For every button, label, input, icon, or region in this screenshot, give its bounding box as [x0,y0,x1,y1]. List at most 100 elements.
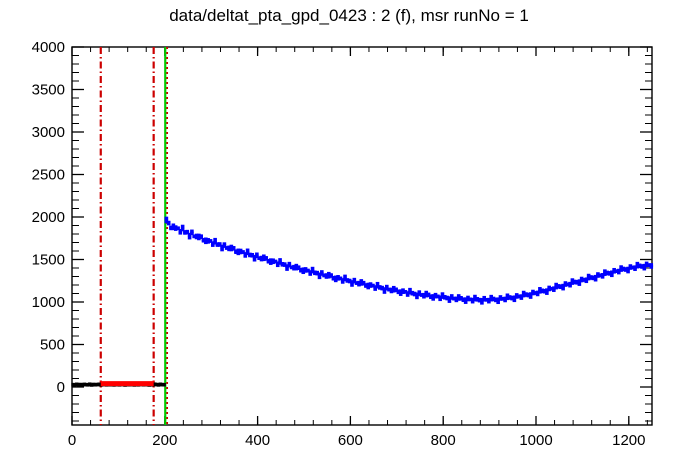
data-point [568,281,572,286]
data-point [480,301,484,305]
data-point [259,255,264,260]
data-point [593,274,598,279]
data-point [489,294,493,299]
data-point [282,263,287,267]
data-point [371,283,375,288]
data-point [301,267,306,272]
data-point [487,299,491,304]
data-point [317,275,322,280]
data-point [415,292,419,297]
data-point [382,287,387,291]
data-point [156,383,161,387]
data-point [556,284,561,288]
data-point [512,295,517,300]
data-point [169,226,173,231]
data-point [75,382,79,387]
data-point [526,293,531,298]
data-point [635,261,640,266]
data-point [187,235,192,240]
data-point [310,266,315,271]
data-point [579,278,584,283]
data-point [433,292,438,297]
data-point [561,286,565,291]
data-point [373,285,377,289]
data-point [480,298,484,302]
data-point [215,242,220,246]
data-point [229,244,234,249]
data-point [496,300,500,305]
data-point [531,289,535,294]
data-point [649,265,654,269]
data-point [575,281,579,285]
data-point [210,241,215,245]
data-point [76,382,81,387]
data-point [343,277,347,282]
data-point [449,296,454,300]
data-point [326,274,331,279]
data-point [82,382,87,387]
data-point [496,297,500,302]
data-point [357,280,361,285]
data-point [503,298,507,303]
data-point [619,265,623,269]
data-point [359,279,364,283]
data-point [333,278,338,283]
data-point [630,265,635,270]
data-point [380,286,384,291]
data-point [173,227,178,231]
data-point [621,266,626,271]
data-point [266,259,271,264]
data-point [238,248,243,253]
data-point [287,263,292,268]
data-point [558,285,563,290]
data-point [389,289,394,294]
data-point [287,261,292,266]
data-point [183,230,187,234]
data-point [331,276,336,281]
data-point [405,291,410,295]
data-point [194,235,199,240]
data-point [80,383,85,387]
data-point [164,216,169,221]
data-point [417,292,422,296]
data-point [236,251,241,256]
y-tick-label: 2500 [32,167,65,184]
data-point [540,288,545,293]
data-point [605,270,609,275]
data-point [452,296,456,301]
data-point [565,282,570,287]
y-tick-label: 500 [40,337,65,354]
data-point [524,292,528,296]
data-point [570,281,575,285]
data-point [447,296,452,300]
data-point [517,294,521,299]
data-point [644,261,649,266]
data-point [644,263,649,268]
data-point [507,295,512,299]
data-point [535,292,540,297]
data-point [310,269,315,274]
data-point [422,292,426,297]
data-point [470,299,475,304]
data-point [521,293,526,298]
data-point [584,279,589,284]
data-point [456,294,461,298]
data-point [628,266,633,270]
data-point [222,244,227,248]
data-point [633,265,637,269]
data-point [340,278,345,282]
data-point [503,296,507,301]
data-point [424,290,429,295]
data-point [498,297,503,301]
data-point [259,257,264,262]
data-point [596,272,600,276]
data-point [206,240,210,244]
y-tick-label: 1000 [32,294,65,311]
data-point [642,263,647,268]
data-point [547,285,551,290]
data-point [210,243,215,247]
data-point [607,272,612,276]
data-point [180,224,185,229]
data-point [554,285,558,290]
data-point [589,275,593,279]
